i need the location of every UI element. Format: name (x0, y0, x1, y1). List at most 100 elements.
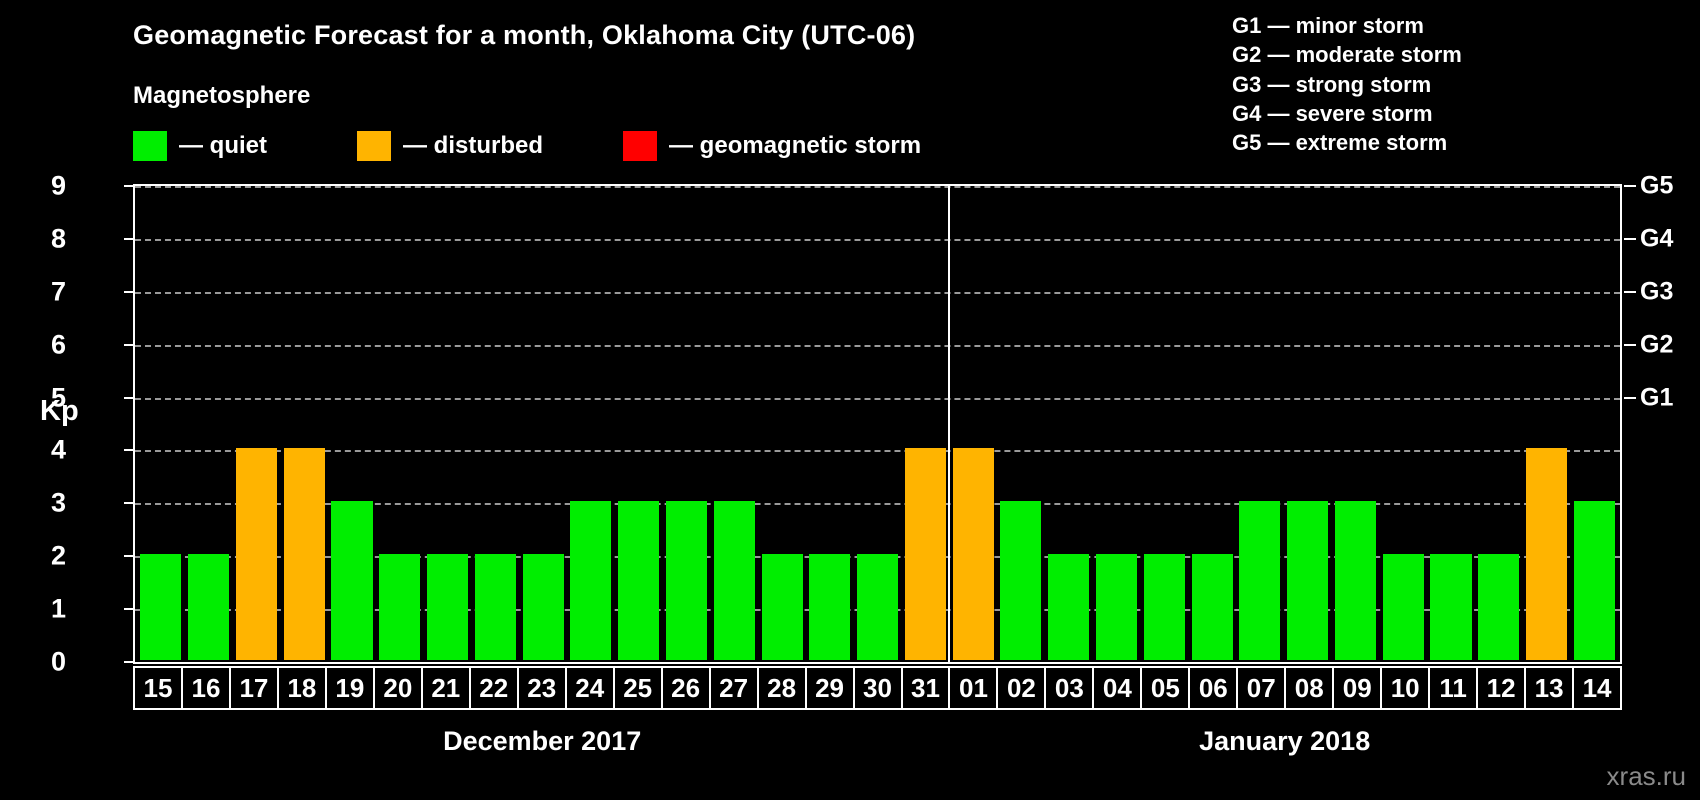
y-tick-mark (124, 185, 135, 187)
bar[interactable] (188, 554, 230, 660)
bar[interactable] (427, 554, 469, 660)
bar-cell[interactable] (806, 188, 854, 660)
date-label[interactable]: 08 (1284, 666, 1335, 710)
date-label[interactable]: 02 (996, 666, 1047, 710)
date-label[interactable]: 19 (324, 666, 375, 710)
g-tick-mark (1624, 343, 1636, 346)
bar[interactable] (952, 448, 994, 660)
bar[interactable] (1191, 554, 1233, 660)
g-scale-line: G3 — strong storm (1232, 71, 1432, 97)
bar-cell[interactable] (280, 188, 328, 660)
bar[interactable] (1095, 554, 1138, 660)
bar[interactable] (904, 448, 946, 660)
date-label[interactable]: 01 (948, 666, 999, 710)
bar-cell[interactable] (902, 188, 950, 660)
bar[interactable] (235, 448, 277, 660)
bar-cell[interactable] (1284, 188, 1332, 660)
bar-cell[interactable] (137, 188, 185, 660)
bar[interactable] (1573, 501, 1615, 660)
date-label[interactable]: 27 (708, 666, 759, 710)
bar[interactable] (1526, 448, 1568, 660)
bar-cell[interactable] (1140, 188, 1188, 660)
bar-cell[interactable] (233, 188, 281, 660)
date-label[interactable]: 24 (564, 666, 615, 710)
bar-cell[interactable] (1570, 188, 1618, 660)
bar-cell[interactable] (1332, 188, 1380, 660)
date-label[interactable]: 28 (756, 666, 807, 710)
date-label[interactable]: 18 (276, 666, 327, 710)
bar[interactable] (618, 501, 660, 660)
bar[interactable] (331, 501, 373, 660)
plot-frame (133, 184, 1622, 664)
bar[interactable] (522, 554, 564, 660)
legend: — quiet — disturbed — geomagnetic storm (133, 130, 921, 162)
date-label[interactable]: 21 (420, 666, 471, 710)
bar-cell[interactable] (1523, 188, 1571, 660)
bar-cell[interactable] (519, 188, 567, 660)
bar-cell[interactable] (1188, 188, 1236, 660)
date-label[interactable]: 17 (228, 666, 279, 710)
bar[interactable] (1287, 501, 1329, 660)
bar-cell[interactable] (376, 188, 424, 660)
bar-cell[interactable] (567, 188, 615, 660)
bar[interactable] (1143, 554, 1185, 660)
date-label[interactable]: 30 (852, 666, 903, 710)
bar[interactable] (1000, 501, 1042, 660)
bar-cell[interactable] (663, 188, 711, 660)
date-label[interactable]: 04 (1092, 666, 1143, 710)
date-label[interactable]: 05 (1140, 666, 1191, 710)
legend-item-label: — disturbed (403, 132, 544, 159)
bar[interactable] (761, 554, 803, 660)
bar-cell[interactable] (854, 188, 902, 660)
bar-cell[interactable] (615, 188, 663, 660)
date-label[interactable]: 03 (1044, 666, 1095, 710)
bar[interactable] (474, 554, 516, 660)
date-label[interactable]: 26 (660, 666, 711, 710)
bar[interactable] (1478, 554, 1520, 660)
date-label[interactable]: 14 (1572, 666, 1623, 710)
bar-cell[interactable] (471, 188, 519, 660)
date-label[interactable]: 09 (1332, 666, 1383, 710)
bar[interactable] (140, 554, 182, 660)
bar[interactable] (570, 501, 612, 660)
bar-cell[interactable] (1379, 188, 1427, 660)
date-label[interactable]: 15 (133, 666, 183, 710)
bar-cell[interactable] (1236, 188, 1284, 660)
bar[interactable] (857, 554, 899, 660)
date-label[interactable]: 13 (1524, 666, 1575, 710)
bar-cell[interactable] (710, 188, 758, 660)
bar-cell[interactable] (1475, 188, 1523, 660)
bar-cell[interactable] (185, 188, 233, 660)
bar-cell[interactable] (949, 188, 997, 660)
date-label[interactable]: 31 (900, 666, 951, 710)
bar[interactable] (379, 554, 421, 660)
date-label[interactable]: 10 (1380, 666, 1431, 710)
bar-cell[interactable] (997, 188, 1045, 660)
bar[interactable] (1239, 501, 1281, 660)
bar[interactable] (1048, 554, 1090, 660)
bar[interactable] (283, 448, 325, 660)
bar[interactable] (1382, 554, 1424, 660)
bar-cell[interactable] (758, 188, 806, 660)
bar[interactable] (1430, 554, 1472, 660)
legend-item: — geomagnetic storm (623, 131, 921, 161)
date-label[interactable]: 11 (1428, 666, 1479, 710)
bar-cell[interactable] (424, 188, 472, 660)
date-label[interactable]: 23 (516, 666, 567, 710)
bar[interactable] (665, 501, 708, 660)
date-label[interactable]: 25 (612, 666, 663, 710)
bar[interactable] (713, 501, 755, 660)
date-label[interactable]: 07 (1236, 666, 1287, 710)
bar-cell[interactable] (1427, 188, 1475, 660)
bar[interactable] (809, 554, 851, 660)
date-label[interactable]: 22 (468, 666, 519, 710)
bar-cell[interactable] (328, 188, 376, 660)
date-label[interactable]: 12 (1476, 666, 1527, 710)
bar-cell[interactable] (1093, 188, 1141, 660)
bar-cell[interactable] (1045, 188, 1093, 660)
date-label[interactable]: 20 (372, 666, 423, 710)
date-label[interactable]: 06 (1188, 666, 1239, 710)
date-label[interactable]: 29 (804, 666, 855, 710)
bar[interactable] (1334, 501, 1376, 660)
date-label[interactable]: 16 (180, 666, 231, 710)
